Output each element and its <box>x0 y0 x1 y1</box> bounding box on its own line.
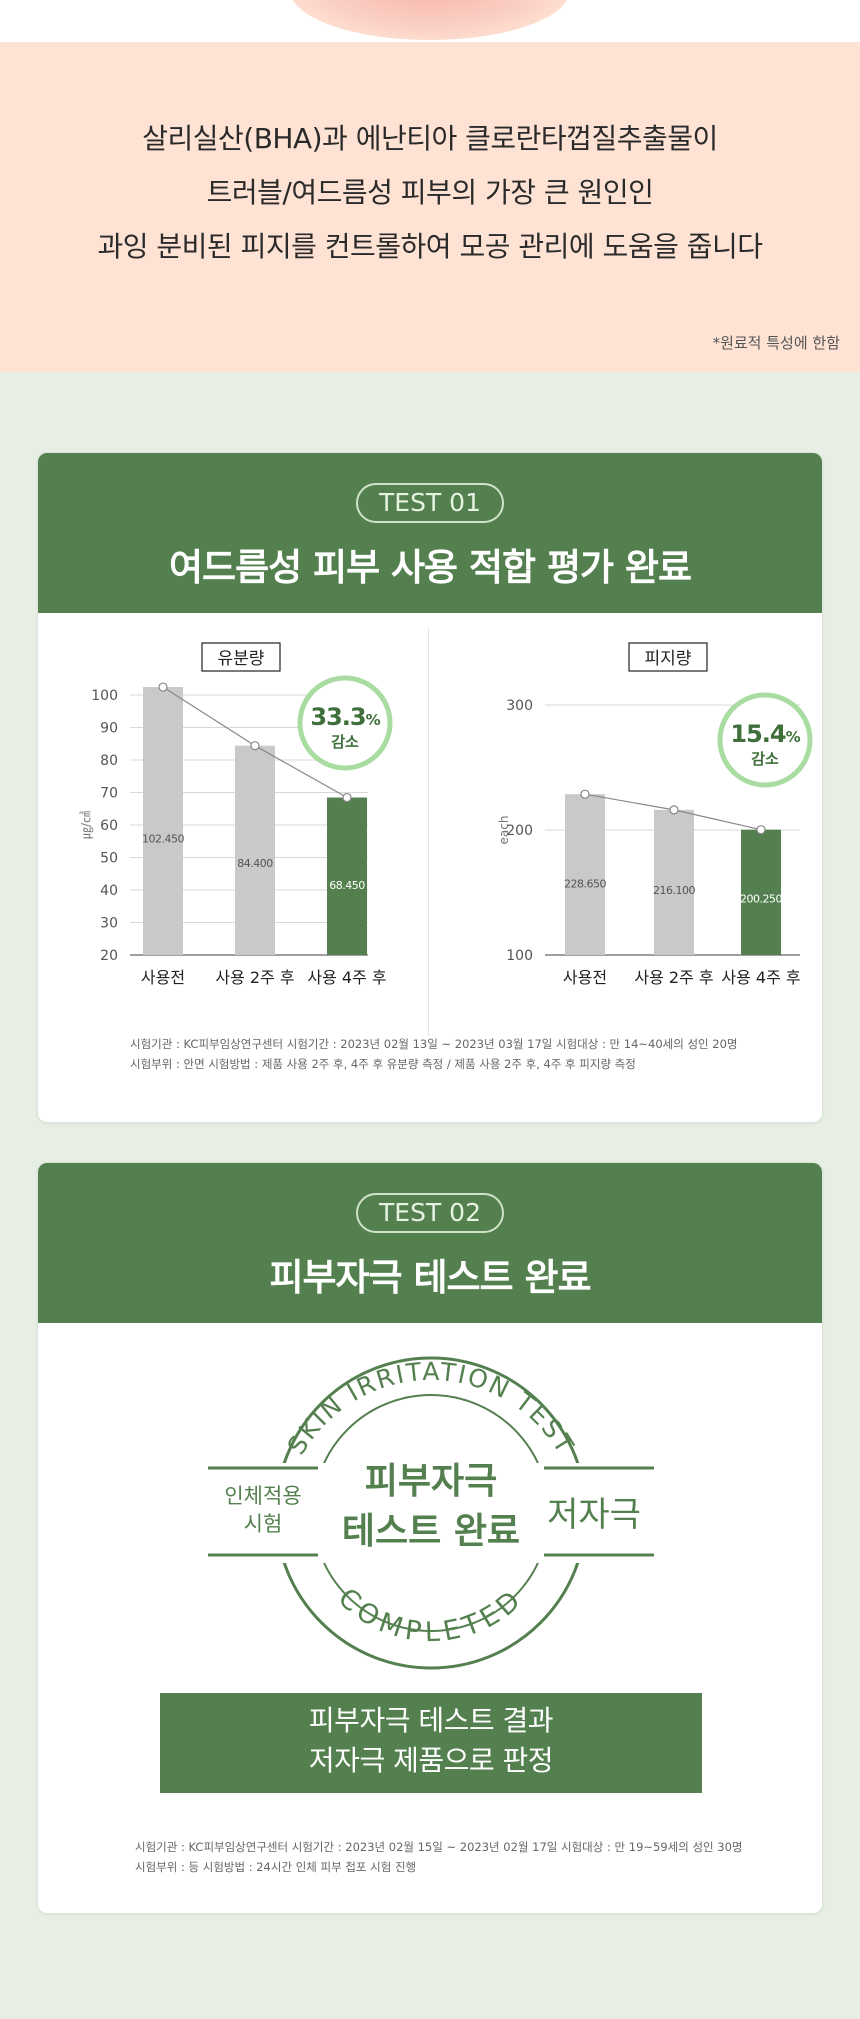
bar <box>143 687 183 955</box>
bar <box>741 829 781 955</box>
bar <box>235 745 275 955</box>
test1-card: TEST 01 여드름성 피부 사용 적합 평가 완료 유분량 20 30 40 50 6… <box>37 452 823 1123</box>
x-tick-label: 사용전 <box>563 968 607 987</box>
bar-value-label: 200.250 <box>740 892 782 905</box>
x-tick-label: 사용 4주 후 <box>721 968 800 987</box>
test2-badge: TEST 02 <box>356 1193 504 1233</box>
reduction-badge-ring <box>717 692 813 788</box>
bar-value-label: 84.400 <box>237 857 273 870</box>
sebum-chart: 피지량 100 200 300 each 228.650 사용전 216.100 사용 2주 후… <box>497 642 813 987</box>
verdict-box: 피부자극 테스트 결과 저자극 제품으로 판정 <box>160 1693 702 1793</box>
test1-title: 여드름성 피부 사용 적합 평가 완료 <box>169 546 692 589</box>
test1-badge: TEST 01 <box>356 483 504 523</box>
intro-top-cap <box>0 0 860 42</box>
test1-meta-row2: 시험부위 : 안면 시험방법 : 제품 사용 2주 후, 4주 후 유분량 측정… <box>130 1057 636 1071</box>
oil-chart: 유분량 20 30 40 50 60 70 80 90 100 ㎍/㎠ 102.450 사용전 84.40… <box>79 642 393 987</box>
reduction-badge-ring <box>297 675 393 771</box>
y-tick-label: 30 <box>100 916 118 932</box>
y-tick-label: 60 <box>100 818 118 834</box>
y-tick-label: 80 <box>100 753 118 769</box>
bar <box>327 797 367 955</box>
reduction-badge-label: 감소 <box>331 733 359 751</box>
stamp-left-line2: 시험 <box>244 1512 283 1536</box>
reduction-badge-value: 15.4% <box>730 720 800 748</box>
x-tick-label: 사용 2주 후 <box>215 968 294 987</box>
y-tick-label: 20 <box>100 948 118 964</box>
stamp-left-line1: 인체적용 <box>224 1484 301 1508</box>
stamp-right-text: 저자극 <box>547 1495 641 1535</box>
intro-text: 살리실산(BHA)과 에난티아 클로란타껍질추출물이 트러블/여드름성 피부의 … <box>0 112 860 274</box>
chart-title-box <box>628 642 708 672</box>
test1-header: TEST 01 여드름성 피부 사용 적합 평가 완료 <box>38 453 822 613</box>
bar <box>654 809 694 955</box>
stamp-center-line1: 피부자극 <box>365 1461 497 1502</box>
y-tick-label: 90 <box>100 721 118 737</box>
y-axis-label: ㎍/㎠ <box>79 811 93 839</box>
intro-line-3: 과잉 분비된 피지를 컨트롤하여 모공 관리에 도움을 줍니다 <box>97 230 763 263</box>
trend-point <box>158 682 168 692</box>
x-tick-label: 사용 2주 후 <box>634 968 713 987</box>
trend-point <box>756 825 766 835</box>
stamp-arc-bottom-text: COMPLETED <box>332 1582 530 1648</box>
trend-point <box>580 789 590 799</box>
ingredient-note: *원료적 특성에 한함 <box>712 334 840 352</box>
test1-meta-row1: 시험기관 : KC피부임상연구센터 시험기간 : 2023년 02월 13일 ~… <box>130 1037 738 1051</box>
chart-title: 유분량 <box>218 649 265 669</box>
reduction-badge-label: 감소 <box>751 750 779 768</box>
stamp-center-line2: 테스트 완료 <box>342 1511 520 1552</box>
test2-title: 피부자극 테스트 완료 <box>269 1256 591 1299</box>
bar-value-label: 102.450 <box>142 832 184 845</box>
test2-meta-row2: 시험부위 : 등 시험방법 : 24시간 인체 피부 첩포 시험 진행 <box>135 1860 417 1874</box>
y-tick-label: 100 <box>506 948 533 964</box>
verdict-line1: 피부자극 테스트 결과 <box>308 1704 554 1737</box>
product-arc-decoration <box>290 0 570 40</box>
x-tick-label: 사용전 <box>141 968 185 987</box>
test2-meta-row1: 시험기관 : KC피부임상연구센터 시험기간 : 2023년 02월 15일 ~… <box>135 1840 743 1854</box>
y-tick-label: 40 <box>100 883 118 899</box>
test2-card: TEST 02 피부자극 테스트 완료 SKIN IRRITATION TEST… <box>37 1162 823 1914</box>
test2-header: TEST 02 피부자극 테스트 완료 <box>38 1163 822 1323</box>
y-tick-label: 300 <box>506 698 533 714</box>
y-tick-label: 100 <box>91 688 118 704</box>
trend-point <box>342 792 352 803</box>
intro-line-2: 트러블/여드름성 피부의 가장 큰 원인인 <box>206 176 654 209</box>
x-tick-label: 사용 4주 후 <box>307 968 386 987</box>
y-tick-label: 200 <box>506 823 533 839</box>
trend-point <box>669 805 679 815</box>
y-tick-label: 50 <box>100 851 118 867</box>
chart-title: 피지량 <box>645 649 692 669</box>
trend-point <box>250 741 260 751</box>
y-tick-label: 70 <box>100 786 118 802</box>
irritation-stamp: SKIN IRRITATION TEST COMPLETED 피부자극 테스트 … <box>208 1356 654 1670</box>
stamp-arc-top-text: SKIN IRRITATION TEST <box>282 1357 580 1460</box>
chart-title-box <box>201 642 281 672</box>
verdict-line2: 저자극 제품으로 판정 <box>308 1744 554 1777</box>
bar-value-label: 228.650 <box>564 877 606 890</box>
bar-value-label: 68.450 <box>329 879 365 892</box>
intro-line-1: 살리실산(BHA)과 에난티아 클로란타껍질추출물이 <box>142 122 718 155</box>
y-axis-label: each <box>497 816 511 845</box>
chart-divider <box>428 628 429 1036</box>
bar <box>565 794 605 955</box>
bar-value-label: 216.100 <box>653 884 695 897</box>
intro-section: 살리실산(BHA)과 에난티아 클로란타껍질추출물이 트러블/여드름성 피부의 … <box>0 0 860 372</box>
reduction-badge-value: 33.3% <box>310 703 380 731</box>
